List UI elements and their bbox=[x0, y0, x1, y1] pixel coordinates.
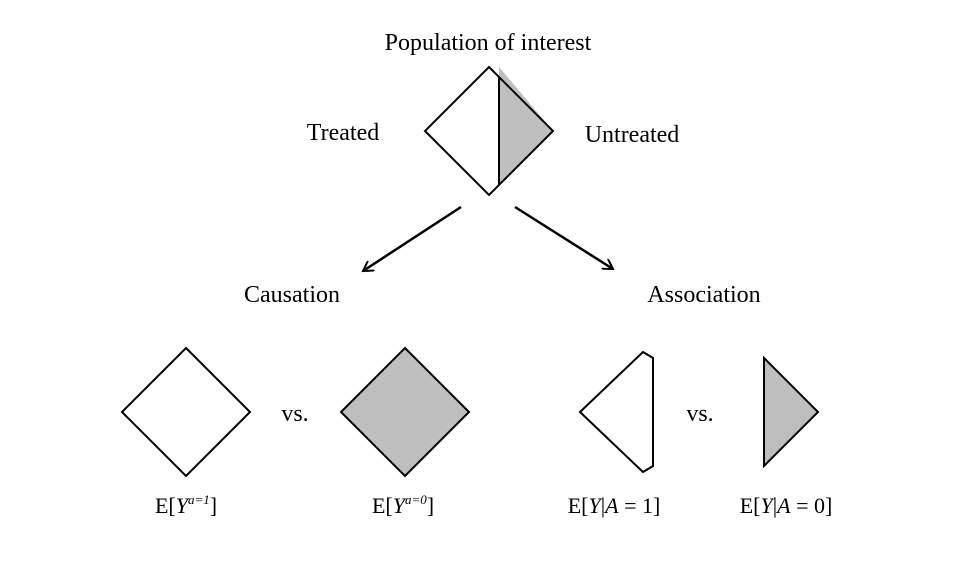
untreated-label: Untreated bbox=[585, 122, 680, 148]
assoc-untreated-halfdiamond bbox=[763, 355, 820, 469]
formula-part: = 0] bbox=[791, 493, 833, 518]
population-diamond bbox=[423, 65, 555, 197]
formula-part: Y bbox=[176, 493, 191, 518]
vs-association: vs. bbox=[686, 401, 713, 427]
formula-assoc-treated: E[Y|A = 1] bbox=[568, 493, 661, 518]
formula-part: = 1] bbox=[619, 493, 661, 518]
formula-part: Y bbox=[760, 493, 775, 518]
formula-part: E[ bbox=[372, 493, 393, 518]
formula-part: A bbox=[603, 493, 619, 518]
arrow-to-association bbox=[514, 205, 613, 271]
formula-part: Y bbox=[393, 493, 408, 518]
causal-treated-diamond bbox=[120, 346, 252, 478]
association-label: Association bbox=[647, 282, 760, 308]
causation-label: Causation bbox=[244, 282, 340, 308]
formula-part: E[ bbox=[740, 493, 761, 518]
formula-part: Y bbox=[588, 493, 603, 518]
population-untreated-half bbox=[499, 67, 553, 185]
population-treated-half bbox=[425, 67, 489, 195]
formula-part: E[ bbox=[568, 493, 589, 518]
treated-label: Treated bbox=[307, 120, 379, 146]
formula-causal-untreated: E[Ya=0] bbox=[372, 492, 434, 518]
formula-part: ] bbox=[427, 493, 434, 518]
formula-part: E[ bbox=[155, 493, 176, 518]
formula-part: a=1 bbox=[188, 492, 210, 507]
vs-causation: vs. bbox=[281, 401, 308, 427]
formula-assoc-untreated: E[Y|A = 0] bbox=[740, 493, 833, 518]
formula-causal-treated: E[Ya=1] bbox=[155, 492, 217, 518]
population-diamond-outline bbox=[423, 65, 555, 197]
causal-untreated-diamond bbox=[339, 346, 471, 478]
formula-part: | bbox=[601, 493, 605, 518]
arrow-to-causation bbox=[363, 205, 462, 271]
assoc-treated-halfdiamond bbox=[578, 350, 654, 474]
population-title: Population of interest bbox=[385, 30, 592, 56]
formula-part: | bbox=[773, 493, 777, 518]
formula-part: ] bbox=[210, 493, 217, 518]
formula-part: a=0 bbox=[405, 492, 427, 507]
formula-part: A bbox=[775, 493, 791, 518]
